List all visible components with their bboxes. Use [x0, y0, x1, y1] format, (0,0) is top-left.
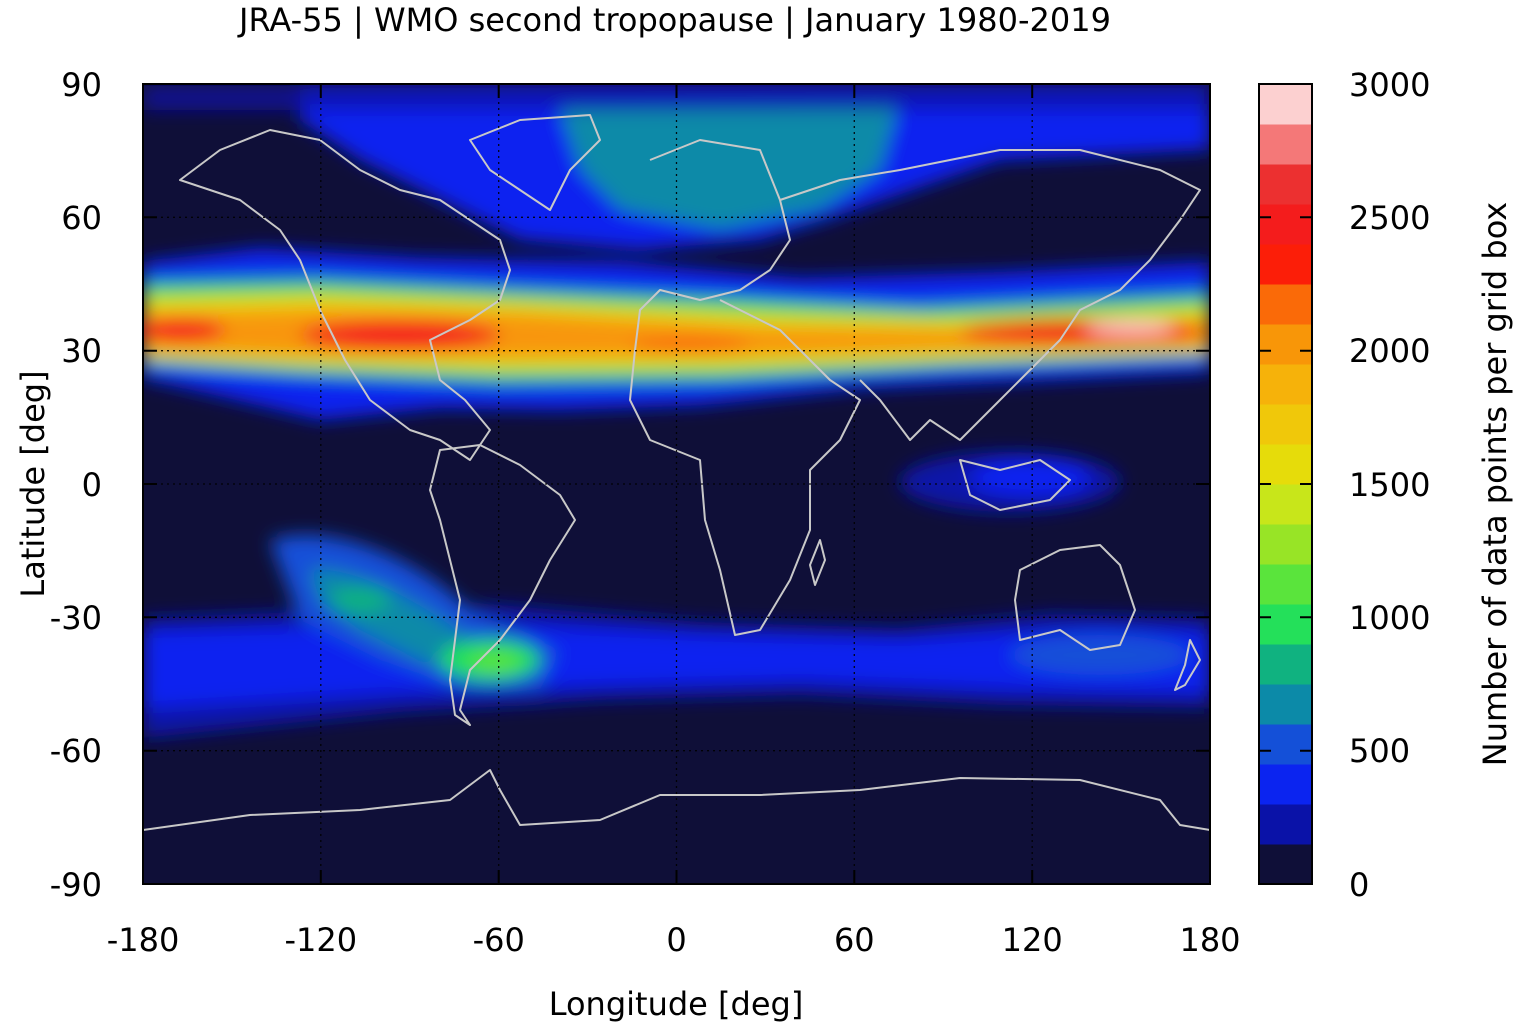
plume-peak	[330, 588, 390, 612]
y-tick-label: 60	[61, 199, 102, 237]
x-tick-label: -60	[473, 921, 525, 959]
colorbar-swatch	[1259, 244, 1312, 285]
major-ticks	[142, 83, 1211, 885]
y-tick-label: 30	[61, 332, 102, 370]
colorbar-swatch	[1259, 164, 1312, 205]
coastline-north-america	[179, 129, 511, 461]
x-tick-label: 60	[834, 921, 875, 959]
colorbar-tick-label: 1500	[1349, 466, 1430, 504]
colorbar-tick-label: 1000	[1349, 599, 1430, 637]
colorbar-swatch	[1259, 124, 1312, 165]
coastline-australia	[1014, 544, 1136, 651]
x-tick-label: -120	[284, 921, 357, 959]
colorbar-tick-label: 2000	[1349, 332, 1430, 370]
jet-max-africa	[630, 337, 750, 353]
coastline-asia	[779, 149, 1201, 441]
coastline-maritime-islands	[959, 459, 1071, 511]
maritime-continent-core	[970, 460, 1090, 496]
north-atlantic-teal	[560, 100, 900, 230]
colorbar-tick-label: 500	[1349, 732, 1410, 770]
colorbar-swatch	[1259, 204, 1312, 245]
coastline-greenland	[469, 114, 601, 211]
australia-south-patch	[1010, 635, 1190, 675]
colorbar-swatch	[1259, 604, 1312, 645]
colorbar-swatch	[1259, 484, 1312, 525]
colorbar-swatch	[1259, 684, 1312, 725]
colorbar-swatch	[1259, 564, 1312, 605]
colorbar-tick-label: 2500	[1349, 199, 1430, 237]
jet-peak-japan	[1085, 322, 1175, 334]
x-tick-label: -180	[107, 921, 180, 959]
y-tick-label: -30	[50, 599, 102, 637]
coastlines	[143, 114, 1210, 831]
colorbar-swatches	[1259, 84, 1312, 885]
colorbar-swatch	[1259, 764, 1312, 805]
colorbar-swatch	[1259, 364, 1312, 405]
jet-max-america	[300, 320, 500, 350]
x-tick-label: 120	[1002, 921, 1063, 959]
jet-max-asia	[960, 319, 1200, 345]
y-tick-label: 90	[61, 66, 102, 104]
jet-max-pacific	[143, 318, 225, 342]
colorbar-swatch	[1259, 84, 1312, 125]
colorbar-swatch	[1259, 844, 1312, 885]
colorbar: 3000 2500 2000 1500 1000 500 0 Number of…	[1258, 66, 1514, 904]
colorbar-swatch	[1259, 724, 1312, 765]
map-panel: -180 -120 -60 0 60 120 180 90 60 30 0 -3…	[14, 66, 1241, 1023]
colorbar-tick-label: 3000	[1349, 66, 1430, 104]
coastline-antarctica	[143, 769, 1210, 831]
colorbar-swatch	[1259, 804, 1312, 845]
colorbar-swatch	[1259, 644, 1312, 685]
y-axis-label: Latitude [deg]	[14, 370, 52, 597]
y-tick-label: -60	[50, 732, 102, 770]
x-tick-labels: -180 -120 -60 0 60 120 180	[107, 921, 1241, 959]
x-axis-label: Longitude [deg]	[549, 985, 804, 1023]
colorbar-label: Number of data points per grid box	[1476, 202, 1514, 766]
y-tick-label: -90	[50, 866, 102, 904]
colorbar-swatch	[1259, 524, 1312, 565]
coastline-new-zealand	[1174, 639, 1201, 691]
coastline-madagascar	[809, 539, 826, 586]
colorbar-swatch	[1259, 444, 1312, 485]
colorbar-tick-labels: 3000 2500 2000 1500 1000 500 0	[1349, 66, 1430, 904]
x-tick-label: 0	[666, 921, 686, 959]
colorbar-ticks	[1259, 83, 1312, 885]
x-tick-label: 180	[1179, 921, 1240, 959]
colorbar-tick-label: 0	[1349, 866, 1369, 904]
colorbar-swatch	[1259, 284, 1312, 325]
colorbar-swatch	[1259, 324, 1312, 365]
y-tick-label: 0	[82, 466, 102, 504]
colorbar-swatch	[1259, 404, 1312, 445]
y-tick-labels: 90 60 30 0 -30 -60 -90	[50, 66, 102, 904]
chart-title: JRA-55 | WMO second tropopause | January…	[237, 1, 1111, 39]
grid-lines	[143, 84, 1210, 884]
coastline-europe-africa	[629, 139, 861, 636]
coastline-south-america	[429, 444, 576, 726]
